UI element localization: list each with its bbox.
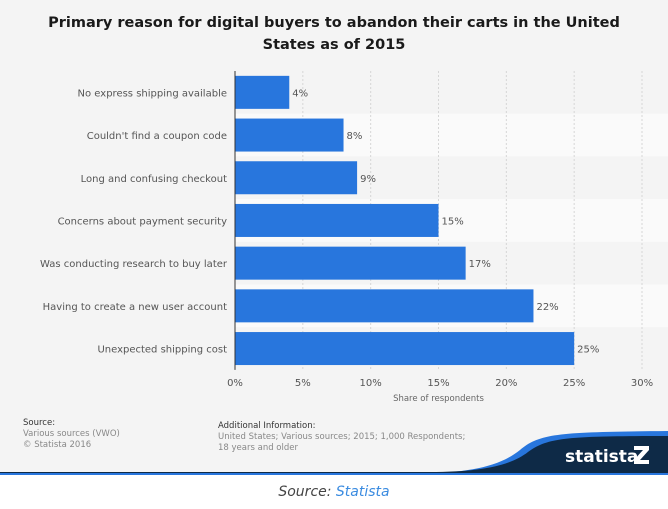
chart-title: Primary reason for digital buyers to aba… [48,15,620,53]
source-heading: Source: [23,418,56,428]
category-label: Concerns about payment security [58,216,228,227]
caption-prefix: Source: [278,484,336,500]
x-tick-label: 5% [295,378,311,389]
source-block: Source: Various sources (VWO) © Statista… [23,418,120,451]
bar [235,246,466,280]
statista-logo-text: statista [565,447,638,467]
x-tick-label: 10% [360,378,382,389]
data-label: 17% [469,259,491,270]
x-tick-label: 15% [427,378,449,389]
bar [235,332,575,366]
additional-heading: Additional Information: [218,421,316,431]
statista-logo-icon [634,446,649,464]
data-label: 9% [360,174,376,185]
category-label: No express shipping available [78,88,227,99]
category-label: Having to create a new user account [43,302,227,313]
bar [235,118,344,152]
data-label: 22% [536,302,558,313]
x-tick-label: 30% [631,378,653,389]
x-tick-label: 25% [563,378,585,389]
data-label: 8% [347,131,363,142]
bar [235,289,534,323]
caption: Source: Statista [0,484,668,500]
category-label: Couldn't find a coupon code [87,131,227,142]
bar [235,161,358,195]
bar-chart: 0% 5% 10% 15% 20% 25% 30% Share of respondents 4… [40,71,654,404]
caption-link[interactable]: Statista [335,484,390,500]
source-line: © Statista 2016 [23,440,92,450]
bar [235,203,439,237]
data-label: 25% [577,345,599,356]
data-label: 4% [292,88,308,99]
additional-text: United States; Various sources; 2015; 1,… [218,432,466,453]
additional-info-block: Additional Information: United States; V… [218,421,478,454]
bar [235,75,290,109]
category-label: Unexpected shipping cost [97,345,227,356]
chart-panel: Primary reason for digital buyers to aba… [0,0,668,475]
source-line: Various sources (VWO) [23,429,120,439]
category-label: Long and confusing checkout [81,174,227,185]
x-tick-label: 20% [495,378,517,389]
x-axis-label: Share of respondents [393,394,484,404]
statista-logo-banner[interactable]: statista [0,400,668,475]
data-label: 15% [442,216,464,227]
category-label: Was conducting research to buy later [40,259,228,270]
x-tick-label: 0% [227,378,243,389]
